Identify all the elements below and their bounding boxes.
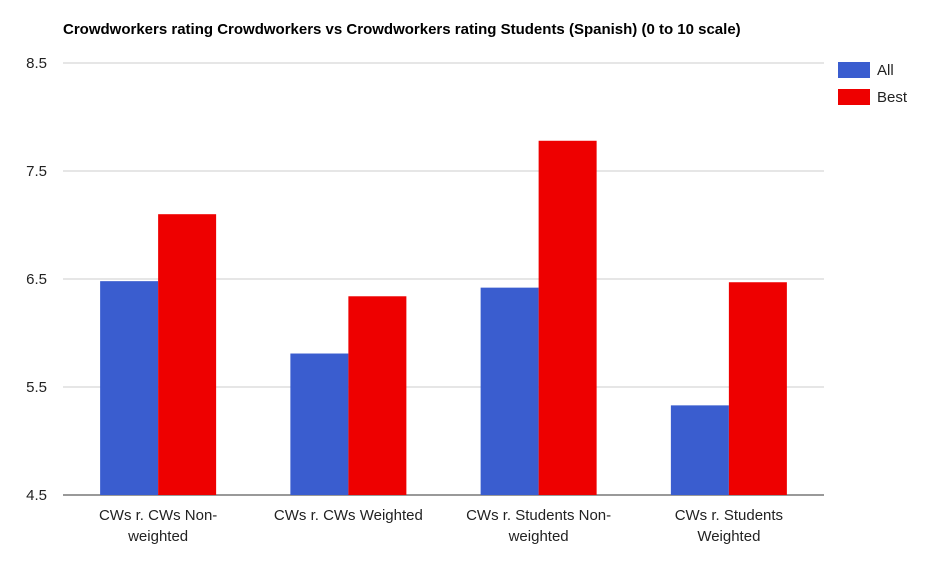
x-category-label: CWs r. Students: [675, 507, 783, 524]
x-category-label: CWs r. Students Non-: [466, 507, 611, 524]
y-tick-label: 5.5: [26, 379, 47, 396]
y-tick-label: 6.5: [26, 271, 47, 288]
chart-title: Crowdworkers rating Crowdworkers vs Crow…: [63, 21, 741, 38]
y-tick-label: 4.5: [26, 487, 47, 504]
bars: [100, 140, 787, 495]
bar-all-0: [100, 281, 159, 495]
legend-swatch-all: [838, 62, 870, 78]
y-axis-ticks: 4.5 5.5 6.5 7.5 8.5: [26, 55, 47, 504]
legend-label-best: Best: [877, 89, 908, 106]
x-category-label: weighted: [508, 528, 569, 545]
legend-swatch-best: [838, 89, 870, 105]
bar-best-0: [158, 214, 217, 495]
bar-best-1: [348, 296, 407, 495]
bar-all-3: [670, 405, 729, 495]
legend: All Best: [838, 62, 908, 106]
bar-all-2: [480, 287, 539, 495]
x-category-label: CWs r. CWs Non-: [99, 507, 217, 524]
bar-all-1: [290, 353, 349, 495]
y-tick-label: 8.5: [26, 55, 47, 72]
legend-label-all: All: [877, 62, 894, 79]
bar-best-2: [538, 140, 597, 495]
bar-best-3: [728, 282, 787, 495]
x-axis-labels: CWs r. CWs Non-weighted CWs r. CWs Weight…: [99, 507, 783, 545]
y-tick-label: 7.5: [26, 163, 47, 180]
x-category-label: CWs r. CWs Weighted: [274, 507, 423, 524]
x-category-label: Weighted: [697, 528, 760, 545]
x-category-label: weighted: [127, 528, 188, 545]
